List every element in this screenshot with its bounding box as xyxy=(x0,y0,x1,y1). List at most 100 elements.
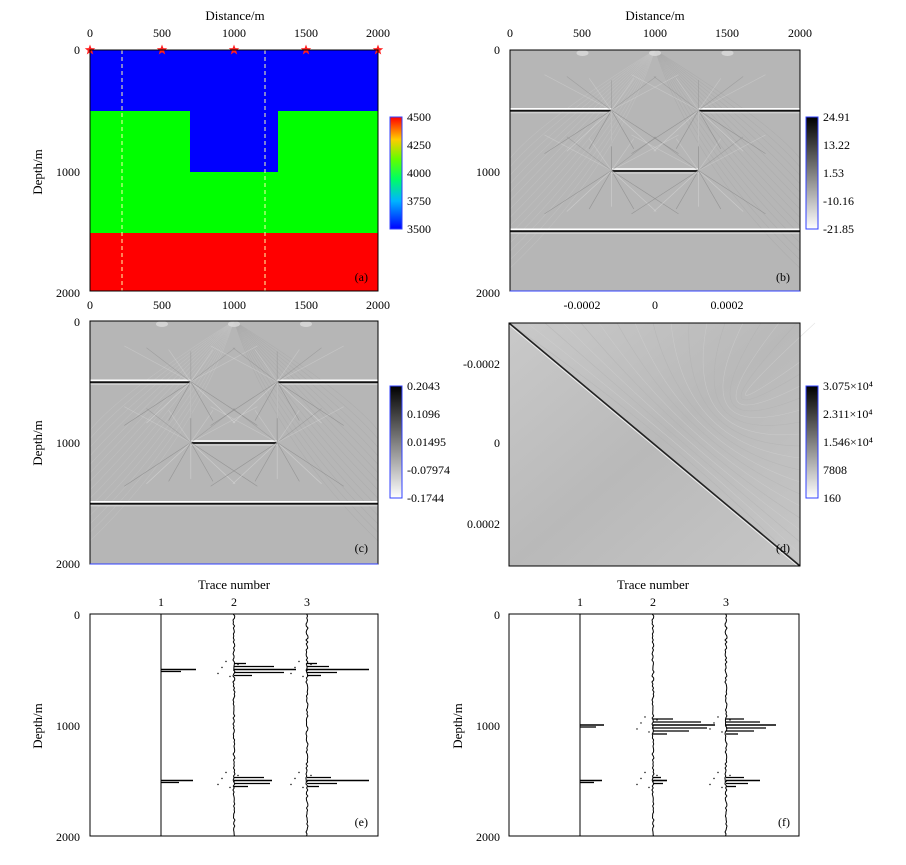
texture-arc xyxy=(580,322,801,519)
x-tick-label: 500 xyxy=(573,26,591,40)
noise-dot xyxy=(640,777,642,780)
diffraction-streak xyxy=(611,110,635,149)
panel-b-x-title: Distance/m xyxy=(625,8,684,23)
colorbar-tick: -0.1744 xyxy=(407,491,444,505)
noise-dot xyxy=(298,771,300,774)
colorbar-tick: 4000 xyxy=(407,166,431,180)
noise-arc xyxy=(89,320,235,474)
diffraction-streak xyxy=(276,347,322,383)
noise-arc xyxy=(654,49,801,159)
panel-b-label: (b) xyxy=(776,270,790,284)
noise-dot xyxy=(225,660,227,663)
noise-arc xyxy=(509,49,656,168)
noise-dot xyxy=(725,725,727,727)
texture-arc xyxy=(634,322,801,483)
colorbar-gradient xyxy=(805,385,819,499)
source-star-icon xyxy=(300,44,312,55)
colorbar-gradient xyxy=(389,116,403,230)
noise-arc xyxy=(233,320,379,448)
y-tick-label: 2000 xyxy=(476,830,500,844)
noise-dot xyxy=(217,783,219,786)
diffraction-streak xyxy=(611,109,657,152)
y-tick-label: 0 xyxy=(494,436,500,450)
noise-dot xyxy=(729,719,731,721)
trace-line xyxy=(232,613,236,837)
noise-dot xyxy=(310,663,312,666)
diffraction-streak xyxy=(276,381,322,424)
x-tick-label: 1 xyxy=(577,595,583,609)
noise-dot xyxy=(298,660,300,663)
diffraction-streak xyxy=(146,408,192,443)
panel-f-y-title: Depth/m xyxy=(450,703,465,749)
panel-a: Distance/m 0 500 1000 1500 2000 Depth/m … xyxy=(30,8,431,300)
x-tick-label: 0.0002 xyxy=(711,298,744,312)
diffraction-streak xyxy=(277,442,344,487)
diffraction-streak xyxy=(675,170,699,210)
diffraction-streak xyxy=(210,345,278,383)
x-tick-label: 500 xyxy=(153,298,171,312)
noise-arc xyxy=(233,320,379,508)
colorbar-tick: 1.546×10⁴ xyxy=(823,435,873,449)
noise-dot xyxy=(237,774,239,777)
noise-arc xyxy=(509,49,656,210)
colorbar-tick: 2.311×10⁴ xyxy=(823,407,873,421)
noise-dot xyxy=(302,675,304,678)
diffraction-streak xyxy=(190,442,214,482)
panel-f-traces xyxy=(508,613,800,837)
diffraction-streak xyxy=(566,170,612,212)
panel-a-x-title: Distance/m xyxy=(205,8,264,23)
texture-arc xyxy=(735,322,801,406)
x-tick-label: 0 xyxy=(87,298,93,312)
noise-arc xyxy=(89,320,235,533)
diffraction-streak xyxy=(611,170,679,215)
y-tick-label: 0.0002 xyxy=(467,517,500,531)
diffraction-streak xyxy=(276,408,322,443)
texture-arc xyxy=(745,322,816,396)
texture-arc xyxy=(508,322,801,567)
panel-e-traces xyxy=(89,613,379,837)
x-tick-label: 1000 xyxy=(222,26,246,40)
diffraction-streak xyxy=(698,109,744,152)
noise-dot xyxy=(233,669,235,672)
diffraction-streak xyxy=(698,170,744,212)
noise-dot xyxy=(656,719,658,721)
x-tick-label: 1500 xyxy=(294,26,318,40)
y-tick-label: 0 xyxy=(494,608,500,622)
panel-b-colorbar: 24.91 13.22 1.53 -10.16 -21.85 xyxy=(805,110,854,236)
image-frame xyxy=(508,322,801,567)
noise-dot xyxy=(652,780,654,783)
diffraction-streak xyxy=(168,349,192,382)
y-tick-label: 2000 xyxy=(56,286,80,300)
noise-arc xyxy=(509,49,656,269)
diffraction-streak xyxy=(277,381,344,426)
panel-a-label: (a) xyxy=(355,270,368,284)
diffraction-streak xyxy=(611,76,657,111)
x-tick-label: 2 xyxy=(231,595,237,609)
panel-a-frame xyxy=(89,49,379,292)
y-tick-label: 0 xyxy=(74,43,80,57)
noise-arc xyxy=(89,320,235,516)
noise-arc xyxy=(654,49,801,201)
noise-dot xyxy=(644,716,646,718)
noise-arc xyxy=(233,320,379,516)
noise-dot xyxy=(229,786,231,789)
noise-arc xyxy=(89,320,235,465)
y-tick-label: 2000 xyxy=(56,830,80,844)
diffraction-streak xyxy=(146,347,192,383)
noise-dot xyxy=(217,672,219,675)
noise-dot xyxy=(636,728,638,730)
diffraction-streak xyxy=(276,410,300,443)
noise-arc xyxy=(509,49,656,184)
colorbar-tick: 3.075×10⁴ xyxy=(823,379,873,393)
diffraction-streak xyxy=(168,410,192,443)
panel-e-label: (e) xyxy=(355,815,368,829)
noise-arc xyxy=(233,320,379,491)
colorbar-tick: 4250 xyxy=(407,138,431,152)
diffraction-streak xyxy=(124,406,191,443)
texture-arc xyxy=(562,322,801,531)
x-tick-label: 2000 xyxy=(366,298,390,312)
diffraction-streak xyxy=(254,410,278,443)
diffraction-streak xyxy=(254,349,278,382)
source-artifact xyxy=(576,50,589,56)
diffraction-streak xyxy=(254,442,278,482)
